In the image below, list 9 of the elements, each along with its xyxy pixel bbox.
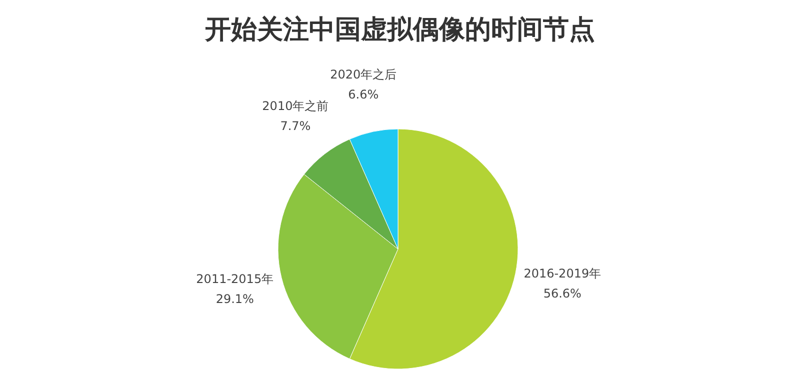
- data-label: 6.6%: [348, 88, 379, 102]
- data-label: 56.6%: [543, 286, 582, 301]
- slice-label: 2011-2015年: [196, 272, 274, 286]
- data-label: 29.1%: [216, 292, 254, 306]
- chart-title: 开始关注中国虚拟偶像的时间节点: [204, 15, 595, 45]
- data-label: 7.7%: [280, 118, 311, 133]
- slice-label: 2016-2019年: [524, 266, 602, 281]
- slice-label: 2020年之后: [330, 68, 397, 82]
- slice-label: 2010年之前: [262, 98, 329, 113]
